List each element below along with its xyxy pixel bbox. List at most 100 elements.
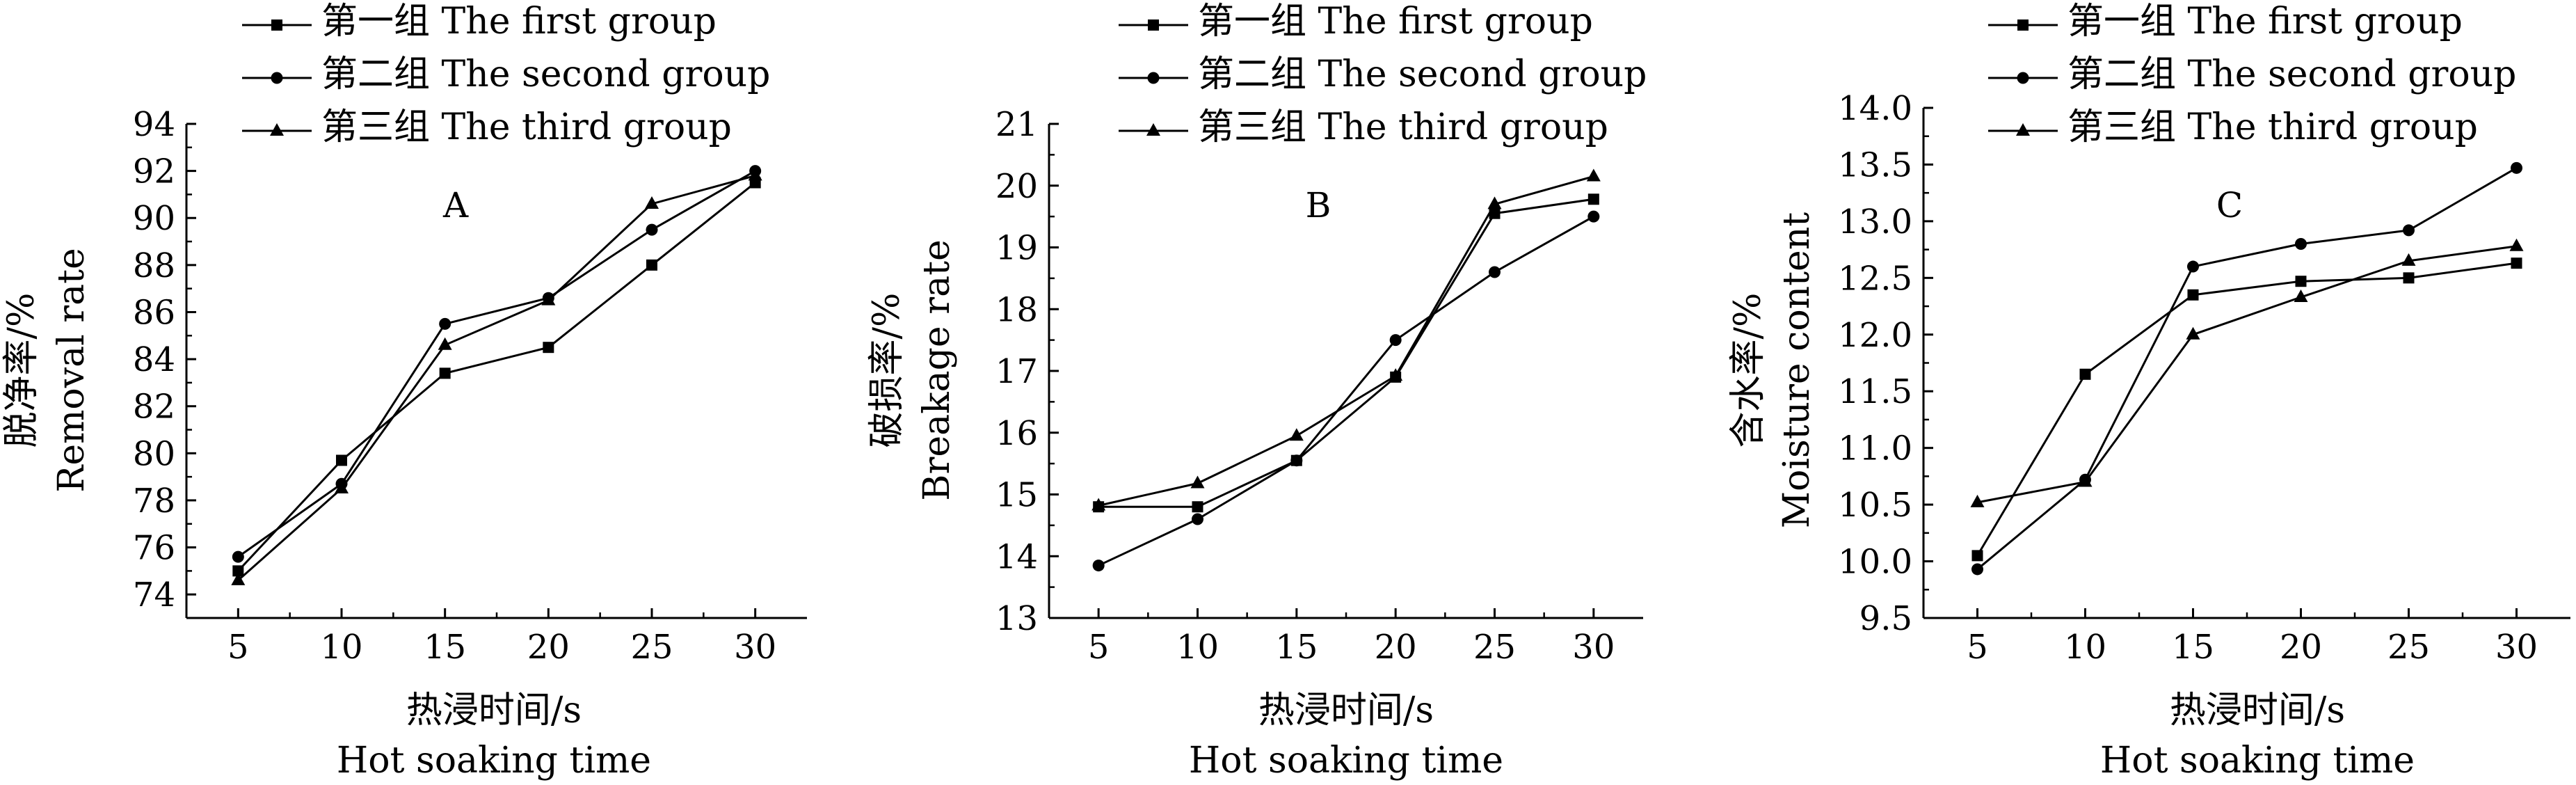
legend-marker-2 xyxy=(271,72,283,84)
data-point-2 xyxy=(232,550,244,563)
x-axis-label-cn: 热浸时间/s xyxy=(406,690,582,731)
data-point-2 xyxy=(646,223,658,236)
data-point-1 xyxy=(1971,550,1983,562)
legend-marker-2 xyxy=(1147,72,1160,84)
data-point-3 xyxy=(2186,326,2200,340)
legend-marker-3 xyxy=(2016,123,2030,136)
x-tick-label: 25 xyxy=(630,628,673,667)
data-point-3 xyxy=(2078,474,2093,487)
data-point-3 xyxy=(1970,494,1985,507)
data-point-1 xyxy=(2403,272,2415,284)
legend-label-third: 第三组 The third group xyxy=(2067,106,2478,148)
data-point-2 xyxy=(1587,210,1600,223)
series-line-2 xyxy=(237,170,756,558)
data-point-3 xyxy=(231,572,246,585)
y-tick-label: 80 xyxy=(133,434,175,473)
y-tick-label: 86 xyxy=(133,293,175,332)
x-tick-label: 30 xyxy=(1572,628,1615,667)
legend-marker-1 xyxy=(271,19,282,31)
x-axis-label-cn: 热浸时间/s xyxy=(1258,690,1434,731)
x-tick-label: 20 xyxy=(527,628,570,667)
y-tick-label: 11.0 xyxy=(1838,429,1912,468)
y-tick-label: 14 xyxy=(995,537,1038,576)
y-axis-label-en: Removal rate xyxy=(51,248,93,493)
legend-label-first: 第一组 The first group xyxy=(2067,1,2463,42)
x-tick-label: 25 xyxy=(2387,628,2430,667)
y-tick-label: 12.0 xyxy=(1838,316,1912,355)
data-point-3 xyxy=(748,168,762,181)
y-tick-label: 88 xyxy=(133,246,175,285)
panel-c: 第一组 The first group 第二组 The second group… xyxy=(1727,1,2570,782)
data-point-1 xyxy=(2511,257,2522,269)
data-point-3 xyxy=(1091,498,1106,511)
x-tick-label: 5 xyxy=(1088,628,1110,667)
x-tick-label: 15 xyxy=(1275,628,1318,667)
legend-marker-3 xyxy=(1146,123,1160,136)
legend-marker-1 xyxy=(1148,19,1159,31)
panel-b: 第一组 The first group 第二组 The second group… xyxy=(866,1,1647,782)
series-line-1 xyxy=(1098,198,1594,508)
x-tick-label: 15 xyxy=(2172,628,2214,667)
series-line-3 xyxy=(237,174,756,582)
y-tick-label: 84 xyxy=(133,340,175,379)
y-tick-label: 94 xyxy=(133,105,175,144)
data-point-1 xyxy=(646,259,657,271)
legend-marker-1 xyxy=(2017,19,2029,31)
legend-label-third: 第三组 The third group xyxy=(1198,106,1608,148)
x-tick-label: 30 xyxy=(734,628,776,667)
data-point-2 xyxy=(1092,560,1105,572)
data-point-3 xyxy=(1289,428,1304,441)
series-line-2 xyxy=(1098,215,1594,566)
data-point-2 xyxy=(2511,161,2522,174)
data-point-3 xyxy=(2294,290,2308,303)
data-point-3 xyxy=(1190,475,1205,489)
data-point-3 xyxy=(2401,253,2416,266)
data-point-3 xyxy=(438,337,452,350)
y-tick-label: 10.0 xyxy=(1838,543,1912,582)
data-point-2 xyxy=(439,317,451,330)
data-point-1 xyxy=(1192,501,1203,513)
y-tick-label: 18 xyxy=(995,290,1038,329)
x-axis-label-cn: 热浸时间/s xyxy=(2170,690,2345,731)
y-tick-label: 90 xyxy=(133,199,175,238)
legend-marker-2 xyxy=(2017,72,2029,84)
y-tick-label: 13.5 xyxy=(1838,145,1912,184)
y-axis-label-en: Breakage rate xyxy=(916,239,958,500)
data-point-2 xyxy=(1290,454,1303,467)
x-axis-label-en: Hot soaking time xyxy=(1189,740,1503,782)
y-tick-label: 12.5 xyxy=(1838,259,1912,298)
y-tick-label: 20 xyxy=(995,167,1038,206)
y-tick-label: 92 xyxy=(133,152,175,191)
data-point-3 xyxy=(645,196,659,209)
y-tick-label: 14.0 xyxy=(1838,89,1912,128)
data-point-2 xyxy=(1389,334,1402,347)
y-tick-label: 21 xyxy=(995,105,1038,144)
x-tick-label: 10 xyxy=(1176,628,1219,667)
data-point-1 xyxy=(2079,368,2091,380)
data-point-3 xyxy=(1586,168,1601,182)
series-line-3 xyxy=(1098,175,1594,507)
x-axis-label-en: Hot soaking time xyxy=(2100,740,2415,782)
data-point-3 xyxy=(335,481,349,494)
data-point-3 xyxy=(2509,238,2524,251)
y-tick-label: 15 xyxy=(995,476,1038,515)
y-tick-label: 13 xyxy=(995,599,1038,638)
data-point-1 xyxy=(2295,276,2307,287)
data-point-2 xyxy=(1489,266,1501,278)
series-line-1 xyxy=(237,182,756,572)
data-point-1 xyxy=(232,565,244,577)
y-tick-label: 74 xyxy=(133,576,175,614)
legend-label-first: 第一组 The first group xyxy=(321,1,717,42)
data-point-1 xyxy=(336,454,347,466)
y-tick-label: 78 xyxy=(133,482,175,521)
y-axis-label-cn: 脱净率/% xyxy=(1,293,42,448)
data-point-3 xyxy=(541,292,556,306)
x-tick-label: 5 xyxy=(1967,628,1988,667)
legend-label-first: 第一组 The first group xyxy=(1198,1,1593,42)
data-point-1 xyxy=(2187,289,2199,301)
y-tick-label: 13.0 xyxy=(1838,203,1912,241)
data-point-2 xyxy=(1971,563,1983,576)
legend-label-second: 第二组 The second group xyxy=(2067,54,2516,95)
series-line-2 xyxy=(1976,167,2518,571)
x-tick-label: 10 xyxy=(2064,628,2106,667)
